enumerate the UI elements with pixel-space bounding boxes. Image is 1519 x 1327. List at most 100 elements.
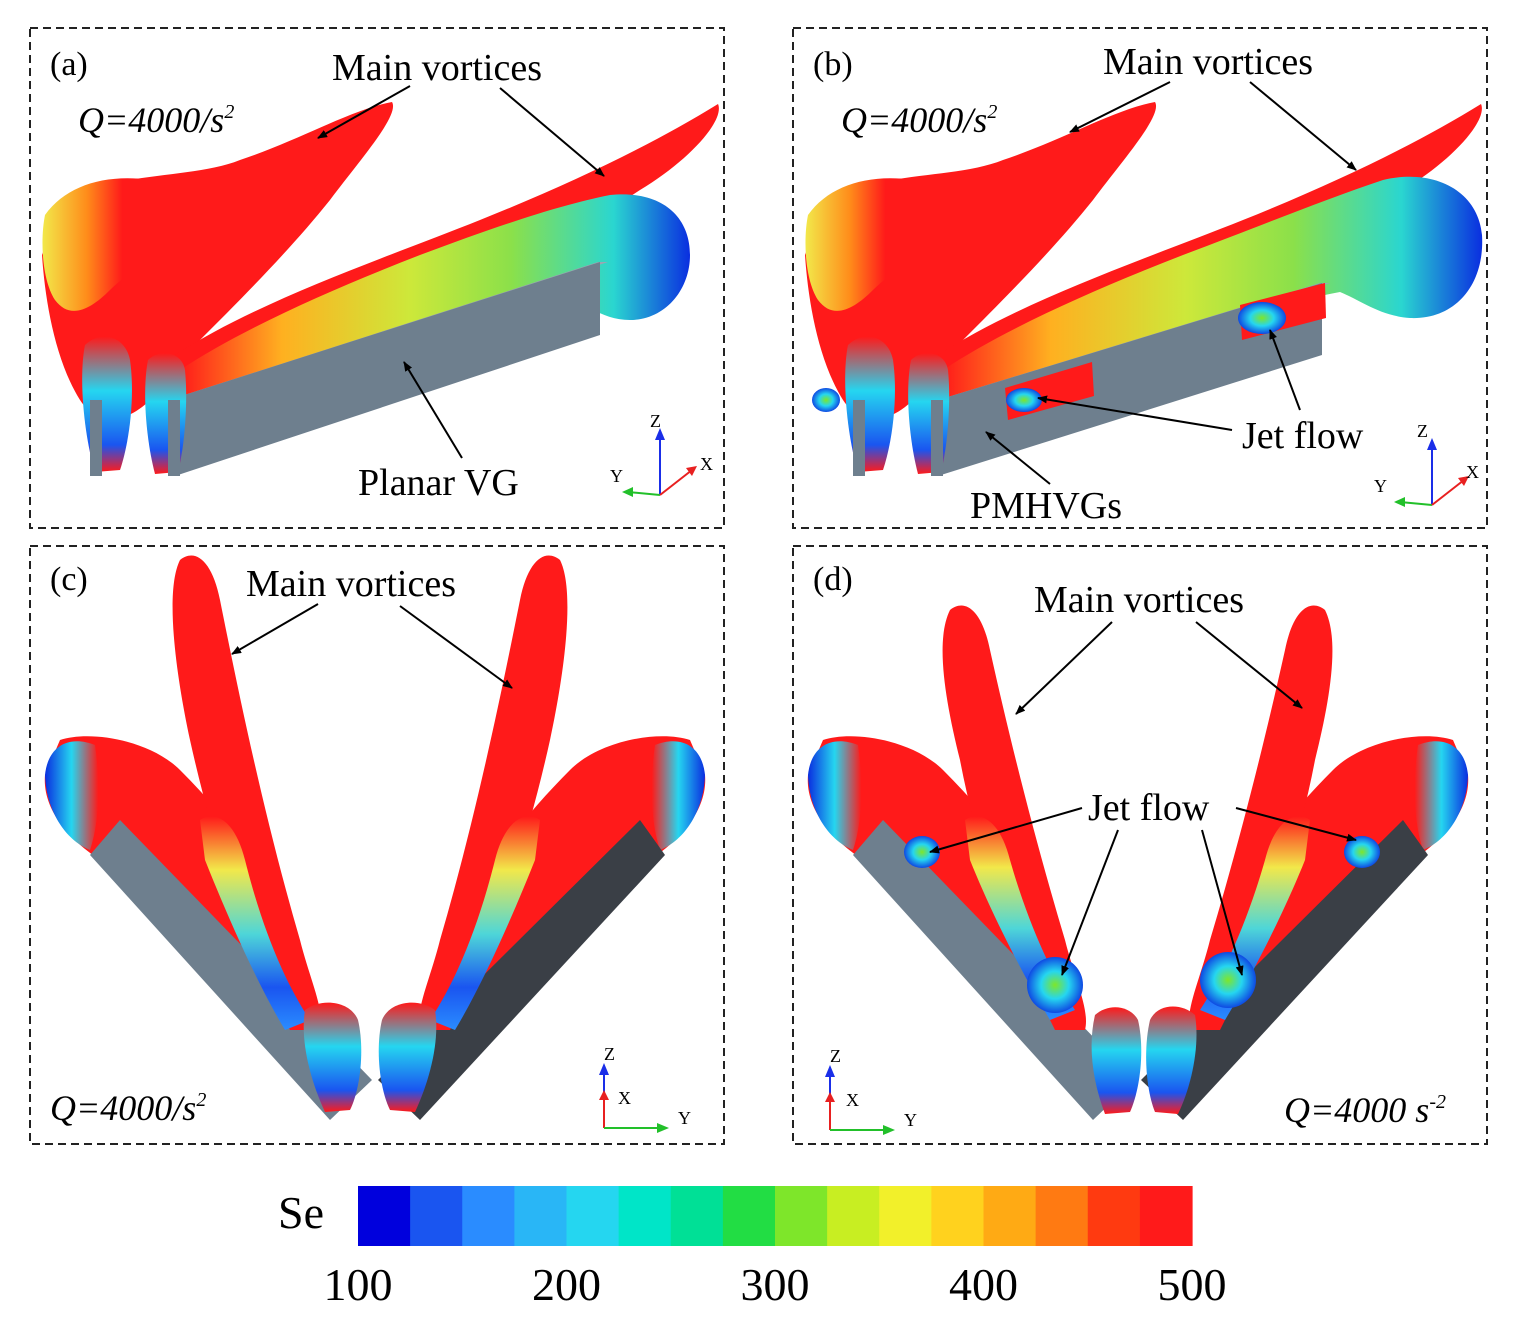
panel-d-jet-4 [1344,836,1380,868]
panel-b-arrow-2 [1249,81,1357,171]
panel-a-axis-triad: Z Y X [610,411,713,497]
panel-c-plate-left [90,820,372,1120]
panel-c-arrow-2 [399,605,513,689]
panel-b-arrow-5 [985,431,1051,485]
panel-d-jet-2 [1027,957,1083,1013]
panel-c-root-left [303,1002,362,1112]
panel-a-vg-plate [175,262,600,475]
colorbar-tick-label: 200 [532,1259,601,1310]
panel-b-callout-pmhvgs: PMHVGs [970,485,1122,527]
colorbar-cell [566,1186,620,1246]
colorbar-cell [670,1186,724,1246]
panel-c-axis-triad: Z X Y [599,1044,691,1133]
panel-d-frame [792,545,1488,1145]
panel-d-axis-y: Y [904,1110,917,1130]
panel-d-q-label: Q=4000 s-2 [1284,1090,1446,1130]
panel-d-root-left [1091,1007,1142,1114]
panel-d-axis-triad: Z X Y [825,1046,917,1135]
colorbar-cell [1035,1186,1089,1246]
panel-b: (b) Q=4000/s2 Main vortices Jet flow PMH… [792,27,1488,529]
panel-a-axis-z: Z [650,411,661,431]
panel-d-jet-3 [1200,952,1256,1008]
panel-d-axis-x: X [846,1090,859,1110]
panel-a-upper-structure [180,194,690,400]
panel-d: (d) Q=4000 s-2 Main vortices Jet flow Z … [792,545,1488,1145]
panel-c-root-right [378,1002,437,1112]
colorbar-cell [410,1186,463,1246]
colorbar-tick-label: 500 [1158,1259,1227,1310]
panel-b-arrow-3 [1037,395,1233,431]
panel-d-arrow-4 [1061,829,1119,976]
panel-d-wing-left-edge [808,741,862,850]
colorbar-tick-label: 300 [741,1259,810,1310]
panel-b-upper-structure [943,176,1483,400]
colorbar-cell [462,1186,515,1246]
panel-b-vg-plate [938,283,1322,475]
panel-b-root-plate-1 [853,400,865,476]
panel-b-axis-triad: Z Y X [1374,421,1479,507]
panel-c-q-label: Q=4000/s2 [50,1088,206,1128]
panel-d-plate-left [853,820,1135,1120]
colorbar-cell [879,1186,932,1246]
panel-c-vortex-left [172,555,321,1030]
panel-b-axis-z: Z [1417,421,1428,441]
panel-c-frame [29,545,725,1145]
panel-a-root-plate-2 [168,400,180,476]
panel-d-arrow-3 [929,807,1083,854]
panel-c-wing-left-edge [45,741,99,850]
colorbar-ticks: 100 200 300 400 500 [324,1259,1227,1310]
colorbar-cell [358,1186,411,1246]
panel-c-vortex-right [419,555,568,1030]
panel-c-arrow-1 [231,603,319,655]
panel-d-arrow-2 [1195,621,1303,709]
panel-c-axis-y: Y [678,1108,691,1128]
colorbar-cell [1087,1186,1141,1246]
panel-b-axis-x: X [1466,462,1479,482]
colorbar-tick-label: 400 [949,1259,1018,1310]
panel-b-side-blob [812,388,840,412]
panel-b-root-plate-2 [931,400,943,476]
panel-b-jet-2 [1238,302,1286,334]
panel-c-strip-right [430,816,540,1030]
panel-c-label: (c) [50,561,88,598]
colorbar-title: Se [278,1187,324,1238]
colorbar-cell [722,1186,776,1246]
panel-a-axis-y: Y [610,466,623,486]
colorbar-cell [775,1186,828,1246]
panel-d-wing-right [1203,736,1469,1020]
panel-b-root-2 [908,353,950,474]
panel-a-frame [29,27,725,529]
colorbar-cell [931,1186,985,1246]
panel-a-arrow-3 [403,361,463,459]
panel-b-callout-main-vortices: Main vortices [1103,41,1313,83]
panel-a-callout-main-vortices: Main vortices [332,47,542,89]
panel-c-plate-right [378,820,665,1120]
panel-b-axis-y: Y [1374,476,1387,496]
colorbar-tick-label: 100 [324,1259,393,1310]
panel-d-vortex-left [942,605,1086,1030]
panel-d-arrow-6 [1235,807,1357,842]
panel-c: (c) Q=4000/s2 Main vortices Z X Y [29,545,725,1145]
panel-a-root-plate-1 [90,400,102,476]
panel-a-label: (a) [50,46,88,83]
panel-d-arrow-5 [1201,829,1244,976]
panel-b-root-1 [845,336,895,472]
panel-d-root-right [1146,1006,1197,1114]
colorbar-cell [618,1186,672,1246]
panel-b-arrow-1 [1069,81,1171,133]
panel-b-arrow-4 [1269,329,1301,411]
panel-c-callout-main-vortices: Main vortices [246,563,456,605]
panel-d-arrow-1 [1015,621,1113,715]
colorbar-cells [358,1186,1193,1246]
panel-c-strip-left [200,816,310,1030]
panel-a-arrow-2 [499,87,605,177]
panel-a-callout-planar-vg: Planar VG [358,462,519,504]
panel-a-vortex-left-head [42,178,221,311]
panel-d-callout-jet-flow: Jet flow [1088,787,1210,829]
panel-b-vortex-left-head [805,178,984,311]
panel-d-axis-z: Z [830,1046,841,1066]
panel-a-root-1 [82,336,132,472]
panel-d-plate-right [1141,820,1428,1120]
panel-d-vortex-right [1189,605,1333,1030]
